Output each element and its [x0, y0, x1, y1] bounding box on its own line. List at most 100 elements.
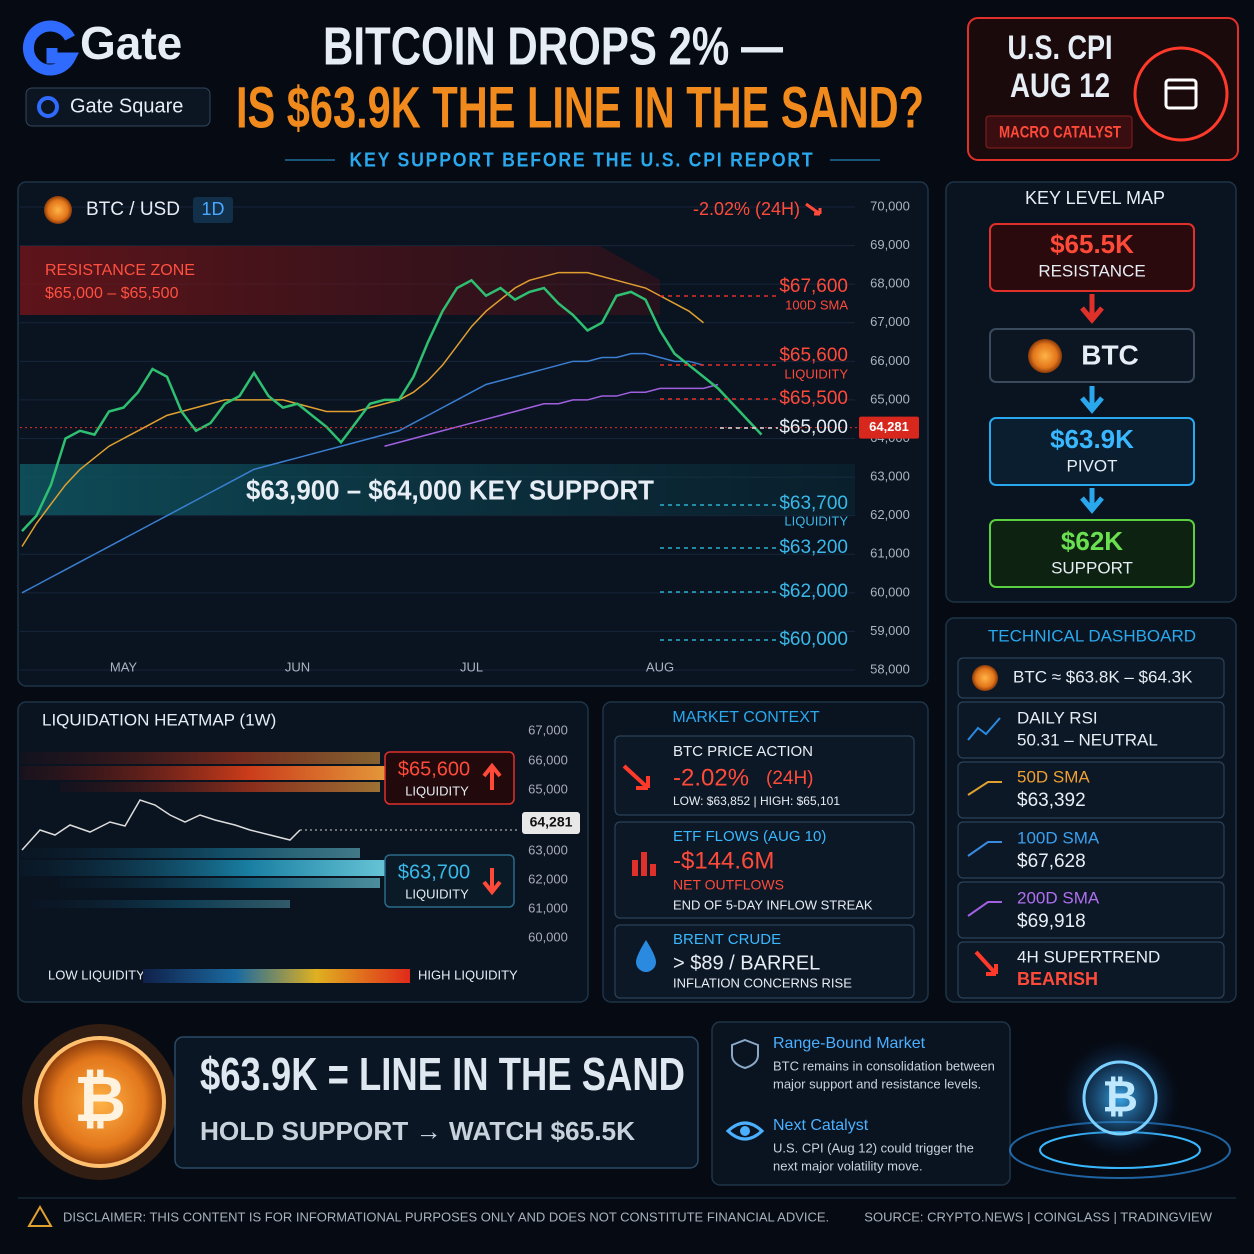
- market-icon: [622, 764, 650, 790]
- badge-box: [25, 87, 211, 127]
- resistance-label: RESISTANCE: [1038, 261, 1145, 280]
- row-card: [957, 701, 1225, 759]
- cpi-badge: U.S. CPI AUG 12 MACRO CATALYST: [967, 17, 1239, 161]
- pivot-box: [989, 417, 1195, 486]
- brent-note: INFLATION CONCERNS RISE: [673, 975, 852, 990]
- y-tick-label: 63,000: [870, 469, 910, 484]
- resistance-box: [989, 223, 1195, 292]
- y-tick-label: 70,000: [870, 198, 910, 213]
- row-label: 100D SMA: [1017, 828, 1100, 847]
- market-card: [614, 821, 915, 919]
- heat-band: [20, 766, 400, 780]
- badge: Gate Square: [70, 95, 183, 117]
- level-price: $65,000: [779, 417, 848, 438]
- heat-axis-label: 63,000: [528, 842, 568, 857]
- row-card: [957, 821, 1225, 879]
- etf-label: NET OUTFLOWS: [673, 877, 784, 893]
- cpi-tag: MACRO CATALYST: [999, 122, 1121, 141]
- resistance-title: RESISTANCE ZONE: [45, 262, 195, 279]
- note-title: Range-Bound Market: [773, 1035, 926, 1052]
- btc-coin: [44, 196, 72, 224]
- heatmap-bands: [20, 752, 520, 908]
- series-line: [384, 383, 719, 447]
- support-label: SUPPORT: [1051, 558, 1133, 577]
- brent-value: > $89 / BARREL: [673, 952, 820, 974]
- heat-axis-label: 65,000: [528, 781, 568, 796]
- heat-band: [20, 848, 360, 858]
- legend-low: LOW LIQUIDITY: [48, 967, 145, 982]
- x-tick-label: AUG: [646, 659, 674, 674]
- y-tick-label: 58,000: [870, 661, 910, 676]
- level-note: 100D SMA: [785, 297, 848, 312]
- row-card: [957, 761, 1225, 819]
- support-price: $62K: [1061, 526, 1123, 556]
- heat-band: [60, 782, 380, 792]
- banner-box: [174, 1036, 699, 1169]
- y-tick-label: 68,000: [870, 276, 910, 291]
- cpi-tag-box: [985, 115, 1133, 149]
- market-card: [614, 735, 915, 816]
- title-line1: BITCOIN DROPS 2% —: [323, 16, 783, 76]
- resistance-range: $65,000 – $65,500: [45, 285, 179, 302]
- arrow: [482, 762, 502, 790]
- market-card-title: ETF FLOWS (AUG 10): [673, 828, 826, 845]
- change-arrow: [805, 202, 822, 216]
- x-tick-label: JUL: [460, 659, 483, 674]
- warning-icon: [27, 1205, 53, 1227]
- level-price: $65,500: [779, 388, 848, 409]
- heat-lower-label: LIQUIDITY: [405, 886, 469, 901]
- y-tick-label: 65,000: [870, 391, 910, 406]
- market-card: [614, 924, 915, 999]
- shield-icon: [731, 1038, 759, 1070]
- legend-bar: [143, 969, 410, 983]
- row-value: $67,628: [1017, 851, 1086, 872]
- range-card: [957, 657, 1225, 699]
- arrow: [1080, 294, 1104, 324]
- heat-price-tag: [522, 812, 580, 834]
- row-label: 50D SMA: [1017, 767, 1090, 786]
- dashboard-title: TECHNICAL DASHBOARD: [988, 626, 1196, 645]
- series-line: [21, 352, 704, 594]
- banner-sub: HOLD SUPPORT → WATCH $65.5K: [200, 1116, 635, 1146]
- cpi-ring: [1133, 46, 1229, 142]
- eye-icon: [740, 1126, 750, 1136]
- heat-axis-label: 60,000: [528, 929, 568, 944]
- row-icon: [967, 901, 1002, 917]
- logo: Gate Gate Square: [22, 17, 211, 127]
- pivot-label: PIVOT: [1066, 456, 1117, 475]
- row-icon: [967, 781, 1002, 796]
- sources: SOURCE: CRYPTO.NEWS | COINGLASS | TRADIN…: [864, 1209, 1212, 1224]
- y-tick-label: 66,000: [870, 353, 910, 368]
- y-tick-label: 61,000: [870, 546, 910, 561]
- heat-axis-label: 61,000: [528, 900, 568, 915]
- market-card-title: BTC PRICE ACTION: [673, 743, 813, 760]
- heat-lower-box: [384, 854, 515, 908]
- interval: 1D: [201, 199, 224, 219]
- market-icon: [641, 852, 647, 876]
- level-note: LIQUIDITY: [784, 366, 848, 381]
- y-tick-label: 69,000: [870, 237, 910, 252]
- row-value: $63,392: [1017, 790, 1086, 811]
- key-level-title: KEY LEVEL MAP: [1025, 188, 1165, 208]
- heat-upper-price: $65,600: [398, 758, 470, 780]
- level-labels: $67,600 100D SMA $65,600 LIQUIDITY $65,5…: [660, 276, 848, 650]
- heatmap-title: LIQUIDATION HEATMAP (1W): [42, 710, 276, 729]
- current-price-label: 64,281: [869, 419, 909, 434]
- holo-coin: [1082, 1060, 1158, 1136]
- heat-band: [60, 878, 380, 888]
- calendar-icon: [1164, 78, 1198, 110]
- heat-price-label: 64,281: [530, 814, 573, 830]
- y-tick-label: 62,000: [870, 507, 910, 522]
- row-value: $69,918: [1017, 911, 1086, 932]
- interval-box: [193, 197, 233, 223]
- note-title: Next Catalyst: [773, 1117, 869, 1134]
- support-box: [989, 519, 1195, 588]
- row-value: BEARISH: [1017, 969, 1098, 989]
- heat-axis-label: 67,000: [528, 722, 568, 737]
- big-coin: [34, 1036, 166, 1168]
- row-label: 4H SUPERTREND: [1017, 947, 1160, 966]
- pivot-price: $63.9K: [1050, 424, 1134, 454]
- title-line2: IS $63.9K THE LINE IN THE SAND?: [236, 75, 924, 140]
- market-card-title: BRENT CRUDE: [673, 931, 781, 948]
